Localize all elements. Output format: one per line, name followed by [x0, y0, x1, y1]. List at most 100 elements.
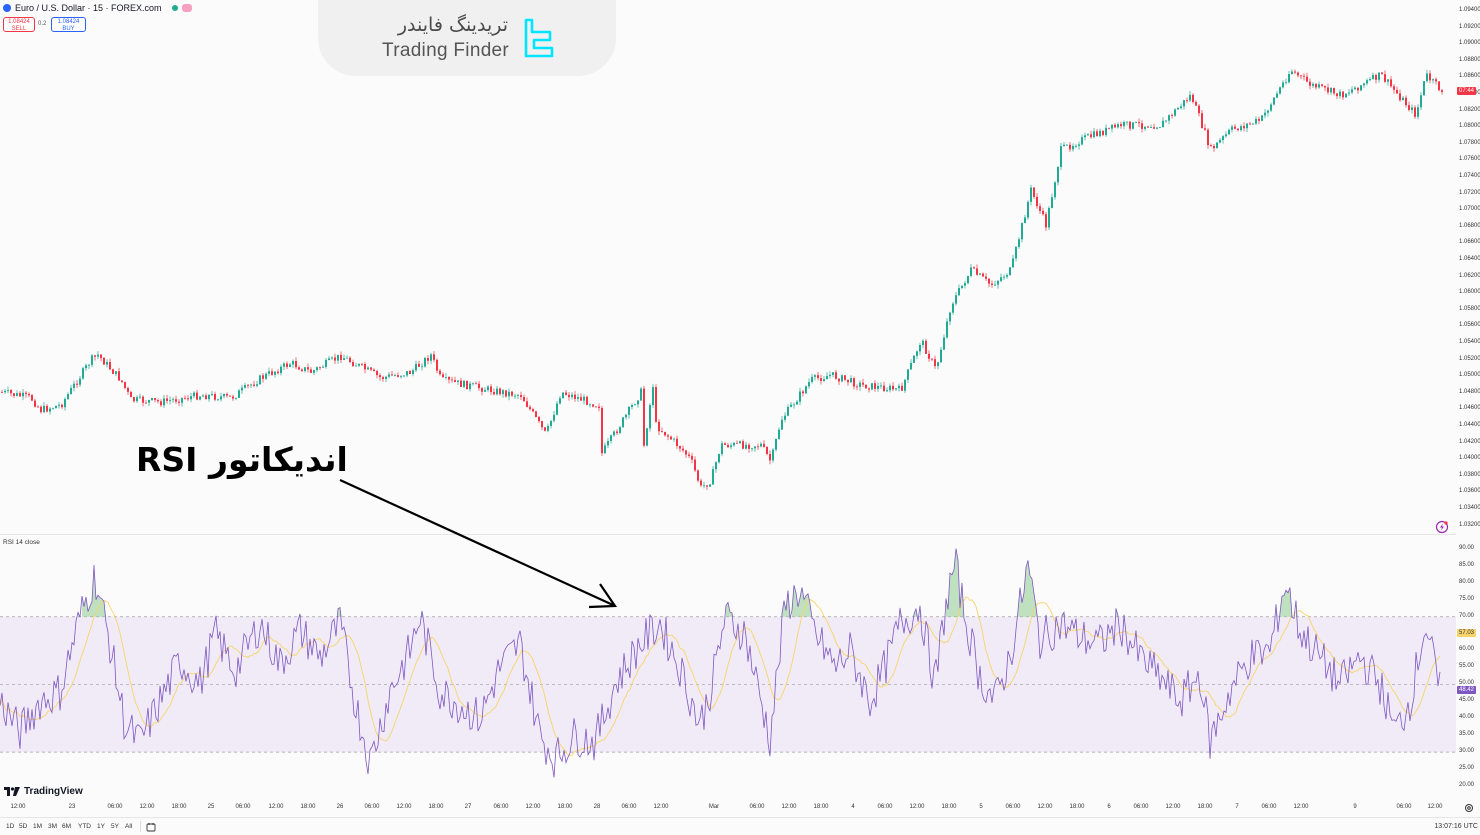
time-tick: 4	[851, 804, 855, 810]
range-ytd-button[interactable]: YTD	[78, 823, 91, 830]
watermark-name-en: Trading Finder	[382, 40, 510, 61]
price-tick: 1.08600	[1459, 73, 1480, 80]
time-tick: 06:00	[1261, 804, 1277, 810]
spread-value: 0.2	[38, 21, 47, 27]
time-tick: 18:00	[428, 804, 444, 810]
rsi-tick: 30.00	[1459, 747, 1475, 754]
time-tick: 18:00	[1197, 804, 1213, 810]
range-1d-button[interactable]: 1D	[6, 823, 15, 830]
price-tick: 1.09200	[1459, 23, 1480, 30]
time-tick: 18:00	[171, 804, 187, 810]
rsi-tick: 90.00	[1459, 545, 1475, 551]
time-tick: 6	[1107, 804, 1111, 810]
rsi-tick: 60.00	[1459, 646, 1475, 653]
time-tick: 12:00	[909, 804, 925, 810]
range-6m-button[interactable]: 6M	[62, 823, 72, 830]
time-tick: 06:00	[1005, 804, 1021, 810]
goto-date-calendar-icon[interactable]	[146, 822, 156, 832]
time-tick: 18:00	[813, 804, 829, 810]
range-1m-button[interactable]: 1M	[33, 823, 43, 830]
time-tick: 7	[1235, 804, 1239, 810]
toolbar-divider	[140, 821, 141, 832]
time-tick: 5	[979, 804, 983, 810]
time-tick: 28	[593, 804, 601, 810]
price-tick: 1.05000	[1459, 372, 1480, 379]
buy-price: 1.08424	[57, 19, 80, 25]
rsi-tick: 20.00	[1459, 781, 1475, 788]
rsi-ma-value-tag: 57.03	[1457, 629, 1477, 637]
range-3m-button[interactable]: 3M	[48, 823, 58, 830]
price-tick: 1.07400	[1459, 173, 1480, 179]
time-tick: 12:00	[396, 804, 412, 810]
price-axis[interactable]: 1.094001.092001.090001.088001.086001.084…	[1456, 0, 1480, 534]
range-all-button[interactable]: All	[125, 823, 133, 830]
trading-finder-logo-icon	[524, 18, 554, 58]
rsi-tick: 50.00	[1459, 680, 1475, 687]
range-1y-button[interactable]: 1Y	[97, 823, 105, 830]
time-tick: 27	[464, 804, 472, 810]
utc-clock[interactable]: 13:07:16 UTC	[1434, 823, 1478, 830]
price-tick: 1.04800	[1459, 388, 1480, 395]
price-tick: 1.05400	[1459, 339, 1480, 345]
trading-finder-watermark: تریدینگ فایندر Trading Finder	[318, 0, 616, 76]
time-tick: 18:00	[300, 804, 316, 810]
rsi-indicator-label[interactable]: RSI 14 close	[3, 539, 40, 546]
price-tick: 1.07600	[1459, 156, 1480, 163]
range-5d-button[interactable]: 5D	[19, 823, 28, 830]
rsi-tick: 70.00	[1459, 612, 1475, 619]
price-tick: 1.06800	[1459, 222, 1480, 229]
price-tick: 1.09000	[1459, 40, 1480, 47]
sell-button[interactable]: 1.08424 SELL	[3, 17, 35, 32]
rsi-tick: 55.00	[1459, 663, 1475, 670]
buy-button[interactable]: 1.08424 BUY	[51, 17, 86, 32]
price-tick: 1.04000	[1459, 455, 1480, 462]
chart-header: Euro / U.S. Dollar · 15 · FOREX.com 1.08…	[0, 0, 400, 40]
rsi-chart[interactable]	[0, 535, 1456, 799]
rsi-tick: 80.00	[1459, 578, 1475, 585]
price-tick: 1.09400	[1459, 7, 1480, 13]
time-tick: 12:00	[1165, 804, 1181, 810]
data-status-icon[interactable]	[181, 4, 192, 12]
sell-label: SELL	[11, 26, 27, 32]
price-tick: 1.03800	[1459, 471, 1480, 478]
time-tick: 18:00	[557, 804, 573, 810]
rsi-value-tag: 48.42	[1457, 686, 1477, 694]
time-tick: 12:00	[1293, 804, 1309, 810]
rsi-tick: 40.00	[1459, 714, 1475, 720]
symbol-legend[interactable]: Euro / U.S. Dollar · 15 · FOREX.com	[3, 3, 192, 13]
settings-gear-icon[interactable]	[1464, 803, 1474, 813]
time-tick: 23	[68, 804, 76, 810]
price-chart[interactable]	[0, 0, 1456, 534]
price-countdown-tag: 07:44	[1457, 87, 1477, 95]
time-tick: Mar	[708, 804, 720, 810]
rsi-tick: 45.00	[1459, 697, 1475, 704]
price-tick: 1.07200	[1459, 189, 1480, 196]
time-tick: 06:00	[364, 804, 380, 810]
price-tick: 1.05800	[1459, 305, 1480, 312]
price-tick: 1.03600	[1459, 488, 1480, 495]
time-tick: 12:00	[653, 804, 669, 810]
time-tick: 18:00	[941, 804, 957, 810]
time-tick: 06:00	[107, 804, 123, 810]
time-axis[interactable]: 12:00 23 06:00 12:00 18:00 25 06:00 12:00 18:00 2…	[0, 801, 1456, 815]
pane-divider[interactable]	[0, 534, 1456, 535]
time-tick: 06:00	[749, 804, 765, 810]
time-tick: 25	[207, 804, 215, 810]
rsi-tick: 85.00	[1459, 561, 1475, 568]
time-tick: 12:00	[268, 804, 284, 810]
time-tick: 06:00	[877, 804, 893, 810]
time-tick: 06:00	[235, 804, 251, 810]
rsi-axis[interactable]: 90.0085.0080.0075.0070.0065.0060.0055.00…	[1456, 534, 1480, 794]
range-5y-button[interactable]: 5Y	[111, 823, 119, 830]
sell-price: 1.08424	[8, 19, 30, 25]
lightning-icon[interactable]	[1435, 520, 1449, 534]
tradingview-logo-icon	[4, 787, 20, 796]
price-tick: 1.06600	[1459, 239, 1480, 246]
bottom-toolbar: 1D 5D 1M 3M 6M YTD 1Y 5Y All 13:07:16 UT…	[0, 817, 1480, 835]
price-tick: 1.05600	[1459, 322, 1480, 329]
price-tick: 1.05200	[1459, 355, 1480, 362]
price-tick: 1.08800	[1459, 56, 1480, 63]
price-tick: 1.08000	[1459, 123, 1480, 130]
price-tick: 1.03200	[1459, 521, 1480, 528]
tradingview-logo[interactable]: TradingView	[4, 786, 83, 797]
